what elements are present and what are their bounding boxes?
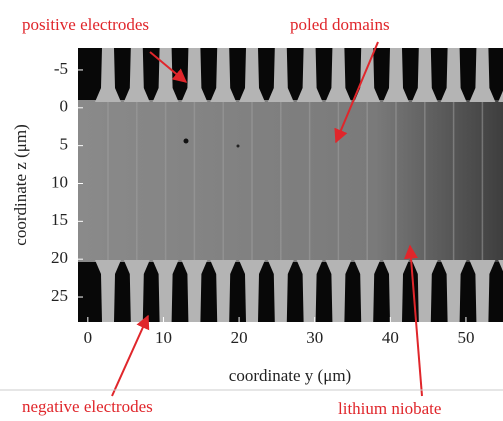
y-tick-label: 5 bbox=[60, 135, 69, 154]
positive-electrode bbox=[239, 48, 265, 102]
arrow bbox=[404, 244, 423, 397]
arrow bbox=[111, 314, 150, 397]
arrow bbox=[334, 41, 379, 144]
defect bbox=[236, 144, 240, 148]
x-tick-label: 50 bbox=[457, 328, 474, 347]
x-tick-label: 10 bbox=[155, 328, 172, 347]
negative-electrode bbox=[239, 260, 265, 322]
annotation: positive electrodes bbox=[22, 15, 149, 34]
positive-electrode bbox=[498, 90, 503, 102]
x-tick-label: 20 bbox=[231, 328, 248, 347]
positive-electrode bbox=[296, 48, 323, 102]
negative-electrode bbox=[469, 260, 496, 322]
positive-electrode bbox=[210, 48, 237, 102]
negative-electrode bbox=[296, 260, 323, 322]
positive-electrode bbox=[411, 48, 438, 102]
positive-electrode bbox=[152, 48, 179, 102]
negative-electrode bbox=[152, 260, 179, 322]
y-tick-label: 15 bbox=[51, 210, 68, 229]
micrograph bbox=[78, 48, 503, 322]
negative-electrode bbox=[181, 260, 208, 322]
negative-electrode bbox=[123, 260, 150, 322]
positive-electrode bbox=[325, 48, 352, 102]
negative-electrode bbox=[440, 260, 467, 322]
positive-electrode bbox=[354, 48, 381, 102]
arrow bbox=[149, 51, 188, 83]
x-tick-label: 30 bbox=[306, 328, 323, 347]
annotation: lithium niobate bbox=[338, 399, 441, 418]
y-tick-label: 20 bbox=[51, 248, 68, 267]
x-tick-label: 40 bbox=[382, 328, 399, 347]
negative-electrode bbox=[210, 260, 237, 322]
positive-electrode bbox=[469, 48, 496, 102]
positive-electrode bbox=[440, 48, 467, 102]
x-tick-label: 0 bbox=[84, 328, 93, 347]
negative-electrode bbox=[411, 260, 438, 322]
negative-electrode bbox=[325, 260, 352, 322]
positive-electrode bbox=[95, 48, 121, 102]
defect bbox=[183, 138, 189, 144]
positive-electrode bbox=[267, 48, 294, 102]
positive-electrode bbox=[123, 48, 150, 102]
positive-electrode bbox=[383, 48, 409, 102]
y-tick-label: 0 bbox=[60, 97, 69, 116]
negative-electrode bbox=[383, 260, 409, 322]
x-axis-label: coordinate y (μm) bbox=[229, 366, 351, 385]
y-tick-label: 25 bbox=[51, 286, 68, 305]
negative-electrode bbox=[498, 260, 503, 272]
positive-electrode bbox=[181, 48, 208, 102]
negative-electrode bbox=[267, 260, 294, 322]
annotation: poled domains bbox=[290, 15, 390, 34]
substrate bbox=[78, 100, 503, 262]
y-tick-label: 10 bbox=[51, 172, 68, 191]
y-tick-label: -5 bbox=[54, 59, 68, 78]
annotation: negative electrodes bbox=[22, 397, 153, 416]
negative-electrode bbox=[354, 260, 381, 322]
y-axis-label: coordinate z (μm) bbox=[11, 124, 30, 245]
negative-electrode bbox=[95, 260, 121, 322]
